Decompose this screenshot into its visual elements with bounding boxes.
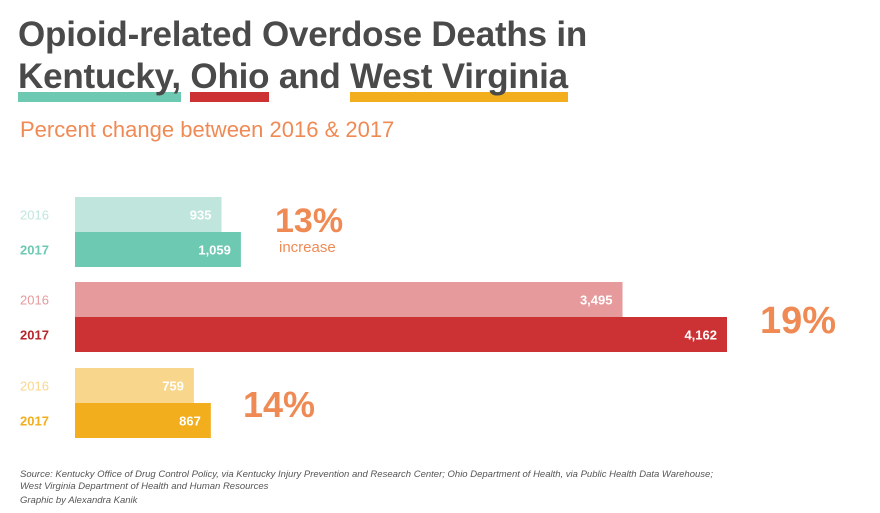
ohio-underline xyxy=(190,92,270,102)
west-virginia-underline xyxy=(350,92,568,102)
value-label-west-virginia-2016: 759 xyxy=(162,379,184,394)
bar-ohio-2017 xyxy=(75,317,727,352)
source-line2: West Virginia Department of Health and H… xyxy=(20,480,269,492)
bar-ohio-2016 xyxy=(75,282,623,317)
year-label-west-virginia-2017: 2017 xyxy=(20,414,49,429)
title-kentucky: Kentucky, xyxy=(18,58,181,102)
bar-kentucky-2017 xyxy=(75,232,241,267)
year-label-kentucky-2016: 2016 xyxy=(20,208,49,223)
percent-change-west-virginia: 14% xyxy=(243,384,315,425)
bar-kentucky-2016 xyxy=(75,197,222,232)
bar-west-virginia-2016 xyxy=(75,368,194,403)
source-note: Source: Kentucky Office of Drug Control … xyxy=(20,469,713,492)
kentucky-underline xyxy=(18,92,181,102)
year-label-west-virginia-2016: 2016 xyxy=(20,379,49,394)
bar-west-virginia-2017 xyxy=(75,403,211,438)
percent-change-ohio: 19% xyxy=(760,300,836,342)
graphic-credit: Graphic by Alexandra Kanik xyxy=(20,495,138,506)
value-label-kentucky-2016: 935 xyxy=(190,208,212,223)
year-label-ohio-2016: 2016 xyxy=(20,293,49,308)
chart-subtitle: Percent change between 2016 & 2017 xyxy=(20,117,395,142)
title-west-virginia: West Virginia xyxy=(350,58,568,102)
chart-title-line1: Opioid-related Overdose Deaths in xyxy=(18,15,588,54)
year-label-kentucky-2017: 2017 xyxy=(20,243,49,258)
value-label-west-virginia-2017: 867 xyxy=(179,414,201,429)
value-label-kentucky-2017: 1,059 xyxy=(198,243,231,258)
chart-title-line2: Kentucky, Ohio and West Virginia xyxy=(18,57,568,102)
value-label-ohio-2016: 3,495 xyxy=(580,293,613,308)
value-label-ohio-2017: 4,162 xyxy=(684,328,717,343)
year-label-ohio-2017: 2017 xyxy=(20,328,49,343)
source-line1: Source: Kentucky Office of Drug Control … xyxy=(20,469,713,480)
percent-change-kentucky: 13% xyxy=(275,202,343,240)
title-ohio: Ohio xyxy=(190,58,270,102)
bar-chart: 2016 935 2017 1,059 13%increase 2016 3,495 2017… xyxy=(20,197,836,438)
title-and: and xyxy=(278,57,341,96)
percent-change-note-kentucky: increase xyxy=(279,239,336,256)
